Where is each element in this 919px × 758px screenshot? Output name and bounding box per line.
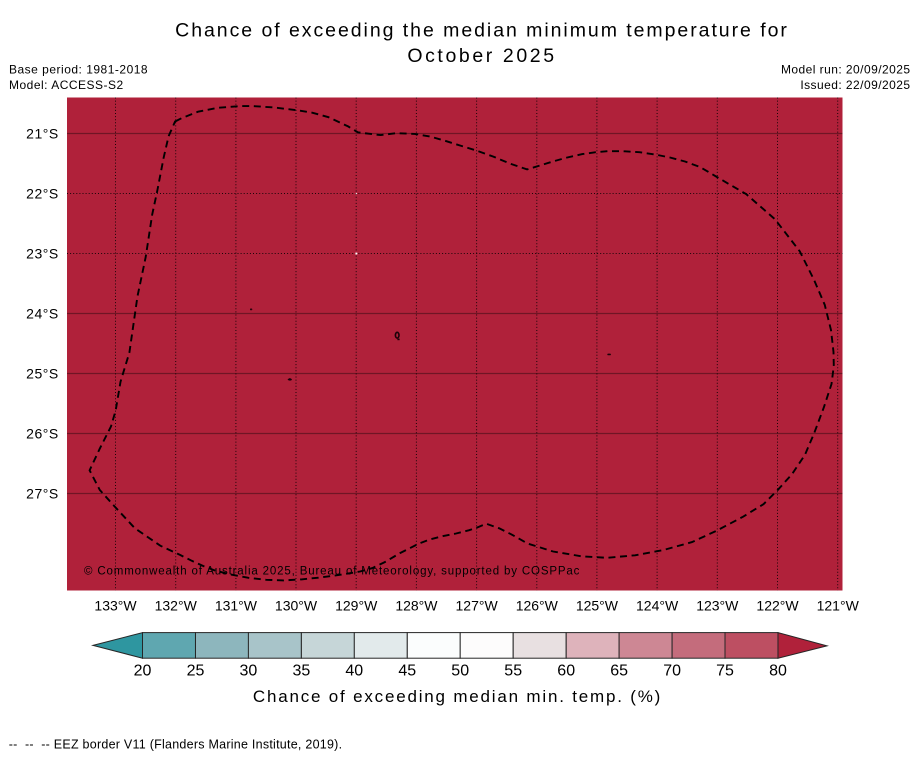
svg-text:132°W: 132°W [155,598,198,614]
svg-text:21°S: 21°S [26,126,59,142]
svg-text:35: 35 [293,662,311,679]
svg-text:126°W: 126°W [516,598,559,614]
svg-text:Chance of exceeding median min: Chance of exceeding median min. temp. (%… [253,687,662,706]
svg-text:-- -- -- EEZ border V11 (Fla: -- -- -- EEZ border V11 (Flanders Marine… [9,737,343,751]
svg-text:55: 55 [504,662,522,679]
svg-text:30: 30 [240,662,258,679]
svg-text:65: 65 [610,662,628,679]
svg-text:Issued: 22/09/2025: Issued: 22/09/2025 [800,78,910,92]
svg-text:45: 45 [398,662,416,679]
svg-text:124°W: 124°W [636,598,679,614]
svg-text:23°S: 23°S [26,246,59,262]
svg-text:25°S: 25°S [26,366,59,382]
svg-text:© Commonwealth of Australia 20: © Commonwealth of Australia 2025, Bureau… [84,566,580,578]
svg-text:40: 40 [345,662,363,679]
svg-text:22°S: 22°S [26,186,59,202]
svg-text:50: 50 [451,662,469,679]
svg-text:131°W: 131°W [215,598,258,614]
svg-text:80: 80 [769,662,787,679]
svg-text:121°W: 121°W [817,598,860,614]
svg-text:123°W: 123°W [696,598,739,614]
svg-text:122°W: 122°W [756,598,799,614]
svg-text:20: 20 [134,662,152,679]
svg-text:October 2025: October 2025 [407,45,556,67]
svg-text:60: 60 [557,662,575,679]
svg-text:Base period: 1981-2018: Base period: 1981-2018 [9,63,148,77]
svg-text:133°W: 133°W [94,598,137,614]
svg-text:Chance of exceeding the median: Chance of exceeding the median minimum t… [175,20,789,42]
svg-text:129°W: 129°W [335,598,378,614]
svg-text:24°S: 24°S [26,306,59,322]
svg-text:25: 25 [187,662,205,679]
svg-text:Model run: 20/09/2025: Model run: 20/09/2025 [781,63,911,77]
svg-text:75: 75 [716,662,734,679]
svg-text:27°S: 27°S [26,486,59,502]
svg-text:130°W: 130°W [275,598,318,614]
svg-text:125°W: 125°W [576,598,619,614]
svg-text:Model: ACCESS-S2: Model: ACCESS-S2 [9,78,124,92]
svg-text:70: 70 [663,662,681,679]
svg-text:128°W: 128°W [395,598,438,614]
svg-text:26°S: 26°S [26,426,59,442]
svg-text:127°W: 127°W [456,598,499,614]
